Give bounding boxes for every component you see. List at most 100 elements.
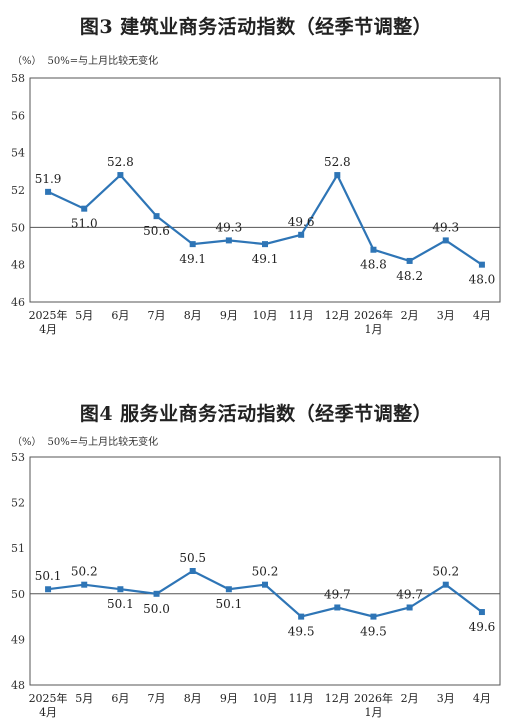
x-tick-label: 12月 (325, 692, 350, 705)
x-tick-label: 12月 (325, 309, 350, 322)
plot-frame (29, 456, 501, 686)
x-tick-label: 3月 (437, 692, 455, 705)
services-chart: 图4 服务业商务活动指数（经季节调整） （%） 50%=与上月比较无变化 48 49… (0, 385, 512, 727)
data-label: 49.7 (324, 587, 351, 601)
data-label: 50.1 (107, 597, 134, 611)
x-tick-label: 7月 (148, 692, 166, 705)
data-label: 49.1 (252, 252, 279, 266)
x-tick-label: 2月 (401, 692, 419, 705)
y-tick-label: 52 (11, 184, 25, 197)
data-point (298, 231, 305, 238)
data-label: 49.6 (288, 215, 315, 229)
data-point (262, 241, 268, 248)
data-point (189, 241, 196, 248)
x-tick-label: 11月 (289, 309, 314, 322)
x-tick-label: 8月 (184, 692, 202, 705)
data-point (298, 613, 305, 620)
x-tick-label: 2026年 (354, 691, 393, 705)
x-tick-label: 2025年 (29, 308, 68, 322)
data-label: 50.1 (35, 569, 62, 583)
data-point (442, 581, 449, 588)
data-point (370, 246, 377, 253)
y-tick-label: 53 (11, 451, 25, 464)
data-point (442, 237, 449, 244)
plot-frame (29, 77, 501, 303)
x-tick-label: 1月 (364, 706, 382, 719)
data-label: 50.2 (252, 565, 279, 579)
x-tick-label: 6月 (111, 309, 129, 322)
x-tick-label: 2025年 (29, 691, 68, 705)
data-point (189, 568, 196, 574)
y-tick-label: 48 (11, 259, 25, 272)
y-tick-label: 51 (11, 542, 25, 555)
data-point (153, 590, 160, 597)
data-label: 50.1 (215, 597, 242, 611)
data-point (334, 604, 341, 611)
y-tick-label: 56 (11, 109, 25, 122)
y-tick-label: 52 (11, 497, 25, 510)
data-point (334, 172, 341, 179)
data-label: 49.3 (432, 220, 459, 234)
unit-note: （%） 50%=与上月比较无变化 (6, 52, 158, 67)
chart-title: 图3 建筑业商务活动指数（经季节调整） (79, 16, 433, 38)
chart-title: 图4 服务业商务活动指数（经季节调整） (79, 403, 433, 425)
x-tick-label: 7月 (148, 309, 166, 322)
y-tick-label: 49 (11, 633, 25, 646)
unit-note: （%） 50%=与上月比较无变化 (6, 433, 158, 448)
data-label: 51.9 (35, 172, 62, 186)
unit-label: （%） (12, 56, 42, 67)
x-tick-label: 9月 (220, 309, 238, 322)
y-tick-label: 58 (11, 72, 25, 85)
x-tick-label: 6月 (111, 692, 129, 705)
x-tick-label: 10月 (253, 309, 278, 322)
x-tick-label: 5月 (75, 692, 93, 705)
construction-chart: 图3 建筑业商务活动指数（经季节调整） （%） 50%=与上月比较无变化 46 48… (0, 0, 512, 360)
x-tick-label: 2026年 (354, 308, 393, 322)
data-point (81, 581, 88, 588)
data-point (478, 609, 485, 616)
data-point (370, 613, 377, 620)
x-tick-label: 5月 (75, 309, 93, 322)
data-label: 50.2 (71, 565, 98, 579)
y-tick-label: 50 (11, 588, 25, 601)
data-point (262, 581, 268, 588)
data-point (117, 172, 124, 179)
data-label: 50.5 (179, 551, 206, 565)
data-label: 48.0 (469, 273, 496, 287)
data-point (225, 237, 232, 244)
x-tick-label: 8月 (184, 309, 202, 322)
data-label: 50.2 (432, 565, 459, 579)
y-tick-label: 54 (11, 147, 25, 160)
data-point (225, 586, 232, 593)
x-tick-label: 1月 (364, 323, 382, 336)
data-label: 50.0 (143, 602, 170, 616)
data-point (117, 586, 124, 593)
data-label: 48.2 (396, 269, 423, 283)
x-tick-label: 4月 (473, 692, 491, 705)
data-label: 49.5 (288, 625, 315, 639)
x-tick-label: 4月 (39, 706, 57, 719)
data-point (478, 261, 485, 268)
data-label: 49.7 (396, 587, 423, 601)
unit-label: （%） (12, 437, 42, 448)
x-tick-label: 10月 (253, 692, 278, 705)
x-tick-label: 11月 (289, 692, 314, 705)
baseline-note: 50%=与上月比较无变化 (47, 56, 159, 67)
x-tick-label: 3月 (437, 309, 455, 322)
data-point (45, 586, 52, 593)
x-tick-label: 4月 (473, 309, 491, 322)
data-label: 49.1 (179, 252, 206, 266)
data-point (406, 604, 413, 611)
data-label: 52.8 (107, 155, 134, 169)
data-point (81, 205, 88, 212)
data-label: 49.6 (469, 620, 496, 634)
data-point (45, 188, 52, 195)
data-label: 49.5 (360, 625, 387, 639)
data-label: 48.8 (360, 258, 387, 272)
y-tick-label: 46 (11, 296, 25, 309)
data-label: 51.0 (71, 217, 98, 231)
data-point (153, 213, 160, 220)
data-point (406, 257, 413, 264)
